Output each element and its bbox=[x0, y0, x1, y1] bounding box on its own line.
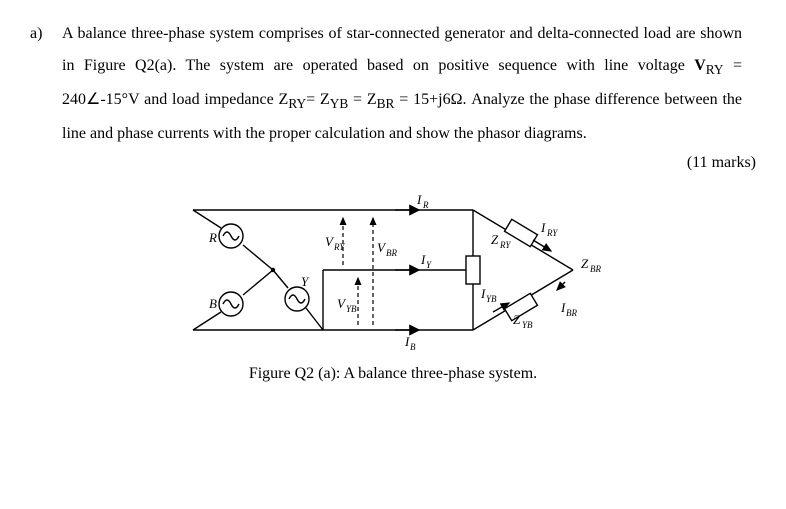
lbl-IR: I bbox=[416, 192, 422, 207]
lbl-ZBR-sub: BR bbox=[590, 264, 601, 274]
lbl-IB-sub: B bbox=[410, 342, 416, 350]
question-body: A balance three-phase system comprises o… bbox=[62, 18, 742, 150]
lbl-ZRY: Z bbox=[491, 232, 499, 247]
q-z1: Z bbox=[279, 91, 289, 108]
lbl-VYB-sub: YB bbox=[346, 304, 357, 314]
figure-caption: Figure Q2 (a): A balance three-phase sys… bbox=[30, 365, 756, 383]
lbl-IRY: I bbox=[540, 220, 546, 235]
q-z1s: RY bbox=[288, 96, 306, 111]
q-v-sub: RY bbox=[706, 62, 724, 77]
q-text-1: A balance three-phase system comprises o… bbox=[62, 25, 742, 74]
lbl-R: R bbox=[208, 230, 217, 245]
figure-wrap: R Y B V RY V BR V YB I R I Y I B I RY I … bbox=[30, 190, 756, 355]
lbl-IR-sub: R bbox=[422, 200, 429, 210]
lbl-ZRY-sub: RY bbox=[499, 240, 511, 250]
q-z3s: BR bbox=[377, 96, 395, 111]
lbl-VBR-sub: BR bbox=[386, 248, 397, 258]
lbl-IRY-sub: RY bbox=[546, 228, 558, 238]
q-eq1: = bbox=[306, 91, 320, 108]
lbl-Y: Y bbox=[301, 274, 310, 289]
lbl-ZYB: Z bbox=[513, 312, 521, 327]
q-eq2: = bbox=[353, 91, 367, 108]
marks: (11 marks) bbox=[30, 154, 756, 172]
q-z2: Z bbox=[320, 91, 330, 108]
q-v-sym: V bbox=[694, 57, 706, 74]
lbl-B: B bbox=[209, 296, 217, 311]
lbl-ZYB-sub: YB bbox=[522, 320, 533, 330]
lbl-IBR-sub: BR bbox=[566, 308, 577, 318]
q-z3: Z bbox=[367, 91, 377, 108]
question-block: a) A balance three-phase system comprise… bbox=[30, 18, 756, 150]
lbl-IY-sub: Y bbox=[426, 260, 432, 270]
circuit-diagram: R Y B V RY V BR V YB I R I Y I B I RY I … bbox=[173, 190, 613, 350]
lbl-IYB-sub: YB bbox=[486, 294, 497, 304]
q-z2s: YB bbox=[330, 96, 349, 111]
question-label: a) bbox=[30, 18, 58, 50]
lbl-ZBR: Z bbox=[581, 256, 589, 271]
lbl-VRY-sub: RY bbox=[333, 242, 345, 252]
